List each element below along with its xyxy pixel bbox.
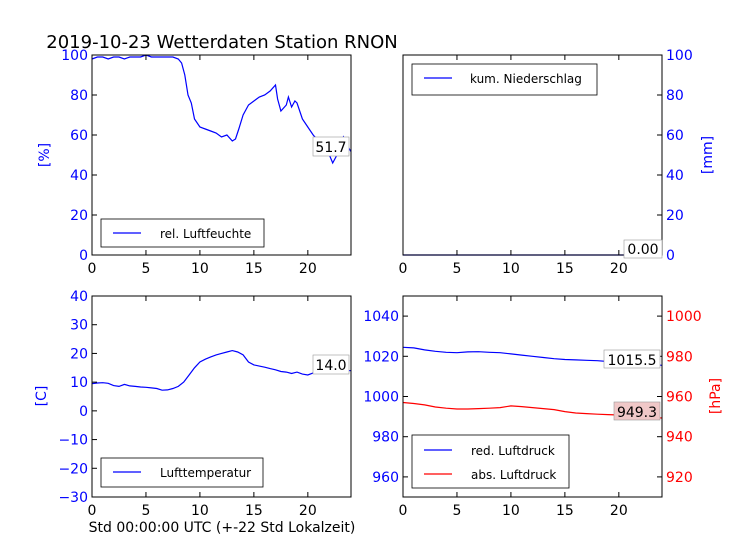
legend-label: rel. Luftfeuchte [160, 227, 251, 241]
value-box-bg [603, 349, 661, 369]
y-tick-label: 80 [666, 88, 684, 104]
y-tick-label: 960 [372, 470, 399, 486]
y-tick-label: 920 [666, 470, 693, 486]
y-tick-label: 80 [70, 88, 88, 104]
y-tick-label: 940 [666, 430, 693, 446]
x-tick-label: 0 [399, 261, 408, 277]
current-value: 14.0 [315, 358, 346, 374]
value-box-bg [312, 354, 350, 375]
y-tick-label: 1000 [666, 309, 702, 325]
x-tick-label: 20 [610, 503, 628, 519]
y-axis-label: [%] [37, 143, 53, 167]
current-value-box-blue: 1015.5 [603, 349, 661, 369]
legend: kum. Niederschlag [411, 63, 598, 96]
x-tick-label: 5 [452, 503, 461, 519]
y-tick-label: 20 [70, 208, 88, 224]
y-tick-label: 30 [70, 318, 88, 334]
value-box-bg [623, 239, 663, 259]
x-tick-label: 15 [556, 261, 574, 277]
y-tick-label: 1040 [363, 309, 399, 325]
y-tick-label: 40 [666, 168, 684, 184]
plot-frame [91, 54, 352, 256]
legend-box [411, 434, 570, 489]
y-tick-label: 0 [79, 404, 88, 420]
y-tick-label: 0 [79, 248, 88, 264]
x-tick-label: 20 [299, 261, 317, 277]
panel-pressure: 0 5 10 15 20 960 980 1000 1020 1040 920 940 960 980… [363, 295, 724, 519]
series-line [91, 54, 352, 165]
legend-label: Lufttemperatur [160, 466, 251, 480]
current-value: 51.7 [315, 140, 346, 156]
y-tick-label: 40 [70, 168, 88, 184]
x-tick-label: 15 [556, 503, 574, 519]
y-tick-label: 980 [372, 430, 399, 446]
panel-humidity: 0 5 10 15 20 0 20 40 60 80 100 [%] rel. Luftfeuch… [37, 48, 352, 277]
y-tick-label: 40 [70, 289, 88, 305]
y-tick-label: 20 [70, 346, 88, 362]
current-value: 1015.5 [608, 353, 657, 369]
current-value-box: 0.00 [623, 239, 663, 259]
y-axis-label: [mm] [700, 136, 716, 174]
y-tick-label: −20 [58, 461, 88, 477]
current-value: 0.00 [627, 242, 658, 258]
y-axis-label-right: [hPa] [708, 378, 724, 414]
y-tick-label: 960 [666, 390, 693, 406]
x-tick-label: 0 [399, 503, 408, 519]
legend-label: kum. Niederschlag [470, 72, 582, 86]
y-tick-label: 980 [666, 349, 693, 365]
plot-frame [402, 54, 663, 256]
current-value-box-red: 949.3 [613, 401, 661, 421]
x-tick-label: 10 [191, 503, 209, 519]
y-tick-label: 1020 [363, 349, 399, 365]
x-axis-label: Std 00:00:00 UTC (+-22 Std Lokalzeit) [89, 520, 356, 536]
x-tick-label: 15 [245, 261, 263, 277]
value-box-bg [312, 136, 350, 157]
panel-temperature: 0 5 10 15 20 −30 −20 −10 0 10 20 30 40 [C] Lufttemp… [34, 289, 352, 519]
y-tick-label: 10 [70, 375, 88, 391]
legend: rel. Luftfeuchte [100, 218, 265, 248]
y-tick-label: 100 [666, 48, 693, 64]
x-tick-label: 15 [245, 503, 263, 519]
x-tick-label: 20 [610, 261, 628, 277]
y-tick-label: −10 [58, 433, 88, 449]
panel-precipitation: 0 5 10 15 20 0 20 40 60 80 100 [mm] kum. Niedersc… [399, 48, 716, 277]
legend: Lufttemperatur [100, 457, 264, 488]
legend-label: abs. Luftdruck [471, 468, 556, 482]
x-tick-label: 0 [88, 261, 97, 277]
current-value-box: 14.0 [312, 354, 350, 375]
legend: red. Luftdruck abs. Luftdruck [411, 434, 570, 489]
value-box-bg [613, 401, 661, 421]
x-tick-label: 5 [452, 261, 461, 277]
y-tick-label: 100 [61, 48, 88, 64]
figure-title: 2019-10-23 Wetterdaten Station RNON [46, 32, 397, 53]
current-value-box: 51.7 [312, 136, 350, 157]
plot-frame [91, 295, 352, 498]
y-tick-label: 1000 [363, 390, 399, 406]
series-line [91, 349, 352, 391]
y-tick-label: −30 [58, 490, 88, 506]
x-tick-label: 10 [502, 503, 520, 519]
y-axis-label: [C] [34, 386, 50, 407]
y-tick-label: 20 [666, 208, 684, 224]
x-tick-label: 10 [191, 261, 209, 277]
x-tick-label: 20 [299, 503, 317, 519]
legend-label: red. Luftdruck [471, 444, 555, 458]
x-tick-label: 10 [502, 261, 520, 277]
x-tick-label: 5 [141, 261, 150, 277]
x-tick-label: 0 [88, 503, 97, 519]
y-tick-label: 0 [666, 248, 675, 264]
y-tick-label: 60 [70, 128, 88, 144]
x-tick-label: 5 [141, 503, 150, 519]
y-tick-label: 60 [666, 128, 684, 144]
current-value: 949.3 [617, 405, 657, 421]
legend-box [411, 63, 598, 96]
